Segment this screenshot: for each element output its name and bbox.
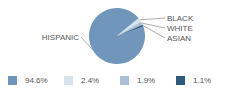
- html-text:94.6%: 94.6%: [25, 76, 48, 85]
- svg-text:WHITE: WHITE: [167, 24, 193, 33]
- html-text:2.4%: 2.4%: [81, 76, 100, 85]
- svg-text:ASIAN: ASIAN: [167, 34, 191, 43]
- svg-text:HISPANIC: HISPANIC: [42, 33, 79, 42]
- html-text:1.1%: 1.1%: [193, 76, 212, 85]
- svg-text:BLACK: BLACK: [167, 14, 194, 23]
- html-text:1.9%: 1.9%: [137, 76, 156, 85]
